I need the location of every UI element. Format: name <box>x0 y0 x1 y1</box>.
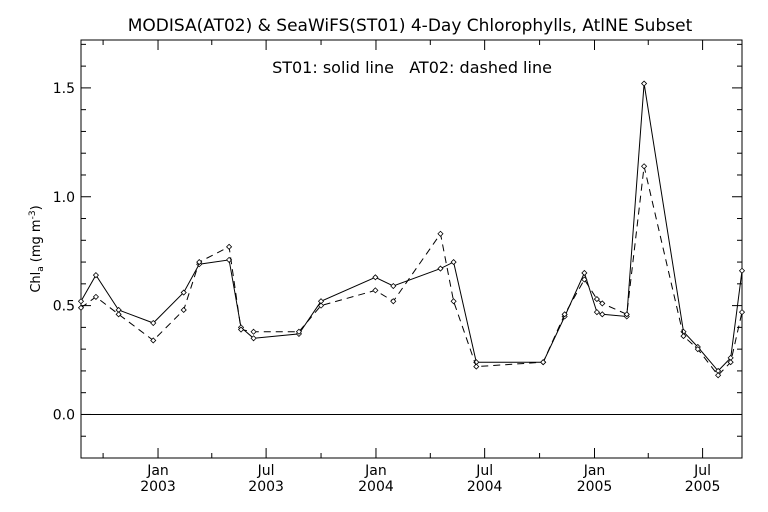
x-tick-year: 2003 <box>140 479 176 495</box>
data-point-at02 <box>437 230 444 237</box>
y-tick-label: 1.5 <box>53 81 75 97</box>
data-point-at02 <box>593 296 600 303</box>
data-point-at02 <box>226 243 233 250</box>
y-axis-ticks: 0.0 0.5 1.0 1.5 <box>53 43 742 437</box>
data-point-at02 <box>727 359 734 366</box>
y-axis-label-main: Chl <box>29 272 44 293</box>
data-point-at02 <box>641 163 648 170</box>
data-point-at02 <box>694 346 701 353</box>
x-tick-year: 2005 <box>577 479 613 495</box>
data-point-at02 <box>317 302 325 309</box>
x-tick-year: 2004 <box>467 479 503 495</box>
data-point-at02 <box>372 287 379 294</box>
series-line-st01 <box>80 83 743 372</box>
data-point-at02 <box>196 258 203 266</box>
data-point-at02 <box>250 328 257 335</box>
series-line-at02 <box>80 166 743 377</box>
y-axis-label-unit: (mg m <box>29 219 44 262</box>
data-point-st01 <box>450 258 457 266</box>
data-point-at02 <box>390 298 397 305</box>
data-point-st01 <box>250 335 257 342</box>
data-point-at02 <box>738 309 746 316</box>
data-point-st01 <box>77 298 85 305</box>
data-point-at02 <box>715 372 722 379</box>
data-point-st01 <box>390 282 397 290</box>
x-axis-ticks: Jan2003Jul2003Jan2004Jul2004Jan2005Jul20… <box>102 40 721 495</box>
y-tick-label: 1.0 <box>53 190 75 206</box>
x-tick-month: Jan <box>146 463 169 479</box>
data-point-st01 <box>581 269 588 277</box>
data-point-at02 <box>77 304 85 311</box>
data-point-at02 <box>92 293 99 300</box>
y-axis-label-sub: a <box>36 266 46 272</box>
data-point-st01 <box>738 267 746 274</box>
data-point-at02 <box>623 311 630 318</box>
data-point-at02 <box>561 311 568 318</box>
data-point-at02 <box>450 298 457 305</box>
data-point-at02 <box>581 276 588 283</box>
data-point-at02 <box>473 363 480 370</box>
y-tick-label: 0.0 <box>53 407 75 423</box>
x-tick-month: Jan <box>364 463 387 479</box>
x-tick-year: 2004 <box>358 479 394 495</box>
data-point-st01 <box>593 309 600 316</box>
data-point-at02 <box>680 333 687 340</box>
series-at02 <box>77 163 746 379</box>
y-axis-label: Chla (mg m-3) <box>28 205 46 292</box>
data-point-st01 <box>150 319 157 327</box>
series-st01 <box>77 80 746 374</box>
data-point-at02 <box>295 328 303 335</box>
x-tick-month: Jan <box>583 463 606 479</box>
chart-annotation: ST01: solid line AT02: dashed line <box>272 58 552 77</box>
data-point-st01 <box>372 274 379 281</box>
chart-title: MODISA(AT02) & SeaWiFS(ST01) 4-Day Chlor… <box>128 16 693 36</box>
x-tick-year: 2003 <box>248 479 284 495</box>
data-point-at02 <box>237 326 245 333</box>
data-point-at02 <box>540 359 547 366</box>
data-point-st01 <box>92 272 99 279</box>
data-point-at02 <box>150 337 157 344</box>
data-point-at02 <box>115 311 122 318</box>
y-axis-label-exp: -3 <box>28 210 38 219</box>
x-tick-month: Jul <box>475 463 493 479</box>
data-point-st01 <box>599 311 606 318</box>
data-point-at02 <box>180 306 187 314</box>
data-point-st01 <box>180 289 187 296</box>
y-axis-label-close: ) <box>29 205 44 210</box>
data-point-at02 <box>599 300 606 307</box>
data-point-st01 <box>437 265 444 272</box>
series-layer <box>77 80 746 379</box>
y-tick-label: 0.5 <box>53 299 75 315</box>
data-point-st01 <box>641 80 648 87</box>
x-tick-month: Jul <box>693 463 711 479</box>
plot-frame <box>80 39 743 459</box>
x-tick-year: 2005 <box>685 479 721 495</box>
x-tick-month: Jul <box>257 463 275 479</box>
